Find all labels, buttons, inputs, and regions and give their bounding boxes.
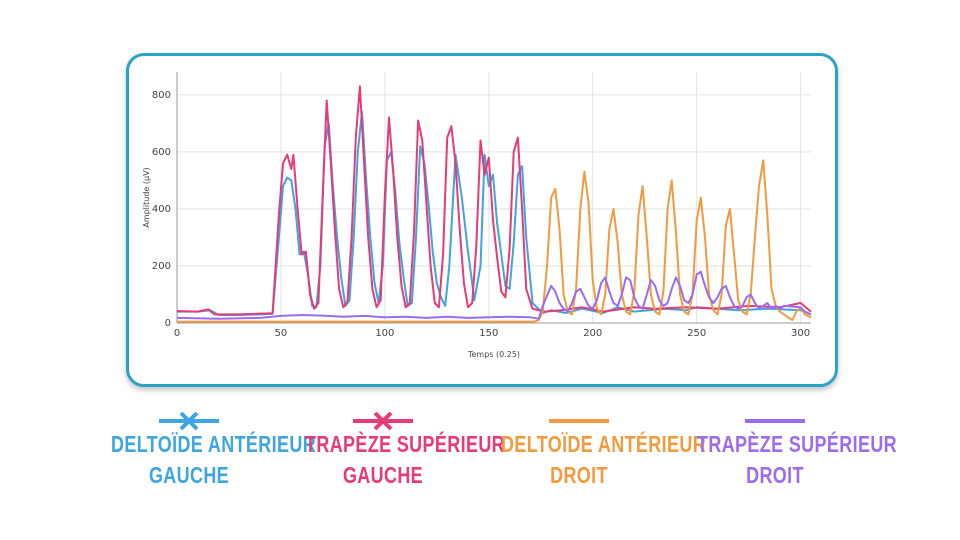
x-tick-label: 100 [375, 328, 394, 339]
chart-frame: 0 50 100 150 200 250 300 0 200 400 600 800 Temps (0… [126, 53, 838, 387]
legend-marker-x [159, 412, 219, 431]
legend-marker-line [745, 419, 805, 423]
y-tick-label: 200 [152, 261, 171, 272]
y-tick-label: 0 [165, 318, 171, 329]
x-tick-label: 50 [275, 328, 288, 339]
legend-label-line2: GAUCHE [342, 462, 424, 488]
legend-marker-line [549, 419, 609, 423]
x-tick-label: 200 [583, 328, 602, 339]
y-tick-label: 400 [152, 204, 171, 215]
series-line-1 [176, 85, 812, 316]
legend-label-line2: DROIT [550, 462, 608, 488]
x-tick-label: 300 [791, 328, 810, 339]
legend-label-line1: TRAPÈZE SUPÉRIEUR [697, 431, 898, 457]
legend-label-line2: GAUCHE [148, 462, 230, 488]
x-tick-label: 250 [687, 328, 706, 339]
legend-label-line1: DELTOÏDE ANTÉRIEUR [111, 431, 317, 457]
legend-item-deltoide-droit: DELTOÏDE ANTÉRIEUR DROIT [479, 412, 707, 491]
series-group [176, 85, 812, 323]
series-line-2 [177, 159, 812, 323]
chart-plot: 0 50 100 150 200 250 300 0 200 400 600 800 Temps (0… [142, 72, 812, 359]
x-tick-label: 0 [174, 328, 180, 339]
legend-item-trapeze-droit: TRAPÈZE SUPÉRIEUR DROIT [675, 412, 898, 491]
legend-label-line1: DELTOÏDE ANTÉRIEUR [501, 431, 707, 457]
y-tick-label: 600 [152, 147, 171, 158]
legend-item-deltoide-gauche: DELTOÏDE ANTÉRIEUR GAUCHE [89, 412, 317, 491]
axes: 0 50 100 150 200 250 300 0 200 400 600 800 [152, 72, 811, 339]
series-line-0 [177, 110, 812, 316]
legend-item-trapeze-gauche: TRAPÈZE SUPÉRIEUR GAUCHE [283, 412, 506, 491]
x-tick-label: 150 [479, 328, 498, 339]
series-line-3 [176, 270, 812, 320]
y-tick-label: 800 [152, 90, 171, 101]
legend-label-line2: DROIT [746, 462, 804, 488]
legend-marker-x [353, 412, 413, 431]
y-axis-label: Amplitude (µV) [142, 167, 151, 227]
x-axis-label: Temps (0.25) [467, 350, 520, 359]
legend-label-line1: TRAPÈZE SUPÉRIEUR [305, 431, 506, 457]
grid [176, 72, 811, 323]
